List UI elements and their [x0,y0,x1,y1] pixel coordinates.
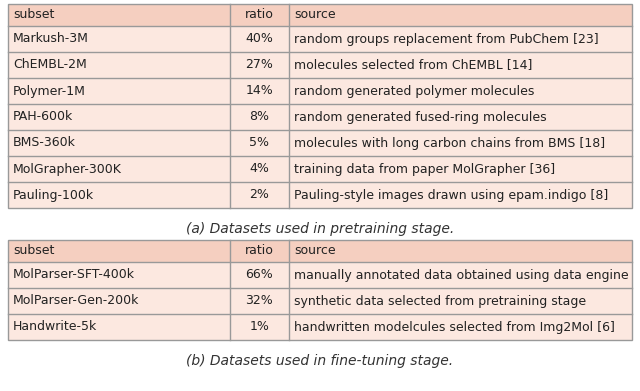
Text: MolParser-SFT-400k: MolParser-SFT-400k [13,269,135,282]
Text: MolParser-Gen-200k: MolParser-Gen-200k [13,294,140,307]
Bar [8,52,632,78]
Bar [8,104,632,130]
Text: source: source [294,244,335,258]
Text: Pauling-100k: Pauling-100k [13,188,94,201]
Text: 32%: 32% [245,294,273,307]
Text: (b) Datasets used in fine-tuning stage.: (b) Datasets used in fine-tuning stage. [186,354,454,368]
Text: 66%: 66% [245,269,273,282]
Text: ratio: ratio [244,9,273,22]
Text: random generated polymer molecules: random generated polymer molecules [294,84,534,97]
Text: handwritten modelcules selected from Img2Mol [6]: handwritten modelcules selected from Img… [294,321,614,334]
Text: PAH-600k: PAH-600k [13,111,73,124]
Text: 40%: 40% [245,32,273,45]
Bar [8,4,632,26]
Text: ChEMBL-2M: ChEMBL-2M [13,59,87,72]
Text: Polymer-1M: Polymer-1M [13,84,86,97]
Text: ratio: ratio [244,244,273,258]
Bar [8,156,632,182]
Text: random groups replacement from PubChem [23]: random groups replacement from PubChem [… [294,32,598,45]
Text: training data from paper MolGrapher [36]: training data from paper MolGrapher [36] [294,163,555,176]
Bar [8,288,632,314]
Text: source: source [294,9,335,22]
Text: 1%: 1% [249,321,269,334]
Bar [8,26,632,52]
Text: subset: subset [13,9,54,22]
Text: 27%: 27% [245,59,273,72]
Bar [8,78,632,104]
Text: 14%: 14% [245,84,273,97]
Text: molecules with long carbon chains from BMS [18]: molecules with long carbon chains from B… [294,136,605,149]
Text: subset: subset [13,244,54,258]
Bar [8,182,632,208]
Text: synthetic data selected from pretraining stage: synthetic data selected from pretraining… [294,294,586,307]
Text: 2%: 2% [249,188,269,201]
Text: (a) Datasets used in pretraining stage.: (a) Datasets used in pretraining stage. [186,222,454,236]
Text: manually annotated data obtained using data engine: manually annotated data obtained using d… [294,269,628,282]
Text: Markush-3M: Markush-3M [13,32,89,45]
Text: Pauling-style images drawn using epam.indigo [8]: Pauling-style images drawn using epam.in… [294,188,608,201]
Text: 8%: 8% [249,111,269,124]
Text: MolGrapher-300K: MolGrapher-300K [13,163,122,176]
Text: random generated fused-ring molecules: random generated fused-ring molecules [294,111,547,124]
Text: 4%: 4% [249,163,269,176]
Text: BMS-360k: BMS-360k [13,136,76,149]
Text: 5%: 5% [249,136,269,149]
Bar [8,262,632,288]
Bar [8,240,632,340]
Bar [8,240,632,262]
Text: molecules selected from ChEMBL [14]: molecules selected from ChEMBL [14] [294,59,532,72]
Text: Handwrite-5k: Handwrite-5k [13,321,97,334]
Bar [8,314,632,340]
Bar [8,4,632,208]
Bar [8,130,632,156]
